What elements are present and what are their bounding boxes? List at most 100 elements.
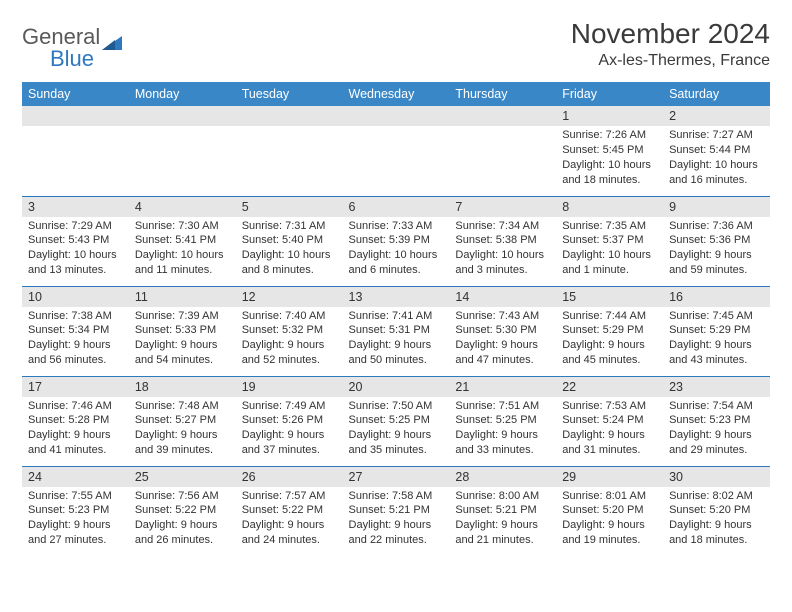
sunrise-text: Sunrise: 8:00 AM: [455, 489, 550, 504]
sunset-text: Sunset: 5:21 PM: [455, 503, 550, 518]
calendar-day-cell: [129, 106, 236, 196]
page-subtitle: Ax-les-Thermes, France: [571, 52, 770, 70]
sunset-text: Sunset: 5:30 PM: [455, 323, 550, 338]
sunset-text: Sunset: 5:41 PM: [135, 233, 230, 248]
sunrise-text: Sunrise: 7:38 AM: [28, 309, 123, 324]
sunset-text: Sunset: 5:38 PM: [455, 233, 550, 248]
logo-triangle-icon: [102, 34, 122, 50]
sunset-text: Sunset: 5:43 PM: [28, 233, 123, 248]
day-number: 5: [236, 197, 343, 217]
day-details: Sunrise: 7:43 AMSunset: 5:30 PMDaylight:…: [449, 307, 556, 372]
sunrise-text: Sunrise: 7:49 AM: [242, 399, 337, 414]
day-number: 6: [343, 197, 450, 217]
day-details: Sunrise: 7:45 AMSunset: 5:29 PMDaylight:…: [663, 307, 770, 372]
day-number: 16: [663, 287, 770, 307]
sunset-text: Sunset: 5:33 PM: [135, 323, 230, 338]
weekday-header: Sunday: [22, 82, 129, 106]
sunrise-text: Sunrise: 7:43 AM: [455, 309, 550, 324]
calendar-day-cell: 14Sunrise: 7:43 AMSunset: 5:30 PMDayligh…: [449, 286, 556, 376]
sunrise-text: Sunrise: 7:46 AM: [28, 399, 123, 414]
sunrise-text: Sunrise: 7:34 AM: [455, 219, 550, 234]
day-details: [449, 126, 556, 132]
day-details: Sunrise: 7:27 AMSunset: 5:44 PMDaylight:…: [663, 126, 770, 191]
calendar-week-row: 17Sunrise: 7:46 AMSunset: 5:28 PMDayligh…: [22, 376, 770, 466]
calendar-day-cell: 9Sunrise: 7:36 AMSunset: 5:36 PMDaylight…: [663, 196, 770, 286]
title-block: November 2024 Ax-les-Thermes, France: [571, 18, 770, 70]
sunset-text: Sunset: 5:32 PM: [242, 323, 337, 338]
day-number: 2: [663, 106, 770, 126]
calendar-day-cell: 16Sunrise: 7:45 AMSunset: 5:29 PMDayligh…: [663, 286, 770, 376]
sunrise-text: Sunrise: 7:26 AM: [562, 128, 657, 143]
calendar-day-cell: 22Sunrise: 7:53 AMSunset: 5:24 PMDayligh…: [556, 376, 663, 466]
calendar-day-cell: 27Sunrise: 7:58 AMSunset: 5:21 PMDayligh…: [343, 466, 450, 556]
daylight-text: Daylight: 9 hours and 54 minutes.: [135, 338, 230, 368]
day-details: Sunrise: 8:00 AMSunset: 5:21 PMDaylight:…: [449, 487, 556, 552]
day-details: Sunrise: 7:29 AMSunset: 5:43 PMDaylight:…: [22, 217, 129, 282]
sunrise-text: Sunrise: 7:54 AM: [669, 399, 764, 414]
sunset-text: Sunset: 5:36 PM: [669, 233, 764, 248]
day-number: 23: [663, 377, 770, 397]
day-details: [129, 126, 236, 132]
daylight-text: Daylight: 9 hours and 19 minutes.: [562, 518, 657, 548]
daylight-text: Daylight: 9 hours and 50 minutes.: [349, 338, 444, 368]
day-number: 29: [556, 467, 663, 487]
calendar-day-cell: 1Sunrise: 7:26 AMSunset: 5:45 PMDaylight…: [556, 106, 663, 196]
calendar-week-row: 1Sunrise: 7:26 AMSunset: 5:45 PMDaylight…: [22, 106, 770, 196]
day-number: 21: [449, 377, 556, 397]
daylight-text: Daylight: 10 hours and 16 minutes.: [669, 158, 764, 188]
day-number: 11: [129, 287, 236, 307]
day-number: 3: [22, 197, 129, 217]
sunrise-text: Sunrise: 7:33 AM: [349, 219, 444, 234]
day-details: Sunrise: 7:34 AMSunset: 5:38 PMDaylight:…: [449, 217, 556, 282]
sunset-text: Sunset: 5:37 PM: [562, 233, 657, 248]
page-header: General Blue November 2024 Ax-les-Therme…: [22, 18, 770, 72]
day-number: 12: [236, 287, 343, 307]
day-number: 19: [236, 377, 343, 397]
sunrise-text: Sunrise: 7:39 AM: [135, 309, 230, 324]
sunset-text: Sunset: 5:39 PM: [349, 233, 444, 248]
sunrise-text: Sunrise: 7:44 AM: [562, 309, 657, 324]
sunset-text: Sunset: 5:25 PM: [455, 413, 550, 428]
day-details: Sunrise: 7:41 AMSunset: 5:31 PMDaylight:…: [343, 307, 450, 372]
sunrise-text: Sunrise: 7:51 AM: [455, 399, 550, 414]
calendar-day-cell: 23Sunrise: 7:54 AMSunset: 5:23 PMDayligh…: [663, 376, 770, 466]
weekday-header: Wednesday: [343, 82, 450, 106]
day-details: Sunrise: 7:55 AMSunset: 5:23 PMDaylight:…: [22, 487, 129, 552]
calendar-day-cell: [236, 106, 343, 196]
day-details: Sunrise: 7:51 AMSunset: 5:25 PMDaylight:…: [449, 397, 556, 462]
daylight-text: Daylight: 9 hours and 56 minutes.: [28, 338, 123, 368]
day-number: 17: [22, 377, 129, 397]
calendar-day-cell: 29Sunrise: 8:01 AMSunset: 5:20 PMDayligh…: [556, 466, 663, 556]
day-number: [236, 106, 343, 126]
sunset-text: Sunset: 5:20 PM: [562, 503, 657, 518]
calendar-day-cell: 15Sunrise: 7:44 AMSunset: 5:29 PMDayligh…: [556, 286, 663, 376]
daylight-text: Daylight: 10 hours and 11 minutes.: [135, 248, 230, 278]
daylight-text: Daylight: 9 hours and 21 minutes.: [455, 518, 550, 548]
calendar-day-cell: [343, 106, 450, 196]
day-number: [449, 106, 556, 126]
calendar-week-row: 10Sunrise: 7:38 AMSunset: 5:34 PMDayligh…: [22, 286, 770, 376]
sunrise-text: Sunrise: 7:53 AM: [562, 399, 657, 414]
day-number: 7: [449, 197, 556, 217]
page-title: November 2024: [571, 18, 770, 50]
sunset-text: Sunset: 5:28 PM: [28, 413, 123, 428]
day-number: 24: [22, 467, 129, 487]
day-number: 9: [663, 197, 770, 217]
calendar-day-cell: 10Sunrise: 7:38 AMSunset: 5:34 PMDayligh…: [22, 286, 129, 376]
daylight-text: Daylight: 9 hours and 52 minutes.: [242, 338, 337, 368]
day-details: Sunrise: 7:40 AMSunset: 5:32 PMDaylight:…: [236, 307, 343, 372]
weekday-header: Monday: [129, 82, 236, 106]
calendar-day-cell: 3Sunrise: 7:29 AMSunset: 5:43 PMDaylight…: [22, 196, 129, 286]
day-details: Sunrise: 7:57 AMSunset: 5:22 PMDaylight:…: [236, 487, 343, 552]
sunset-text: Sunset: 5:23 PM: [28, 503, 123, 518]
calendar-day-cell: 21Sunrise: 7:51 AMSunset: 5:25 PMDayligh…: [449, 376, 556, 466]
calendar-day-cell: 5Sunrise: 7:31 AMSunset: 5:40 PMDaylight…: [236, 196, 343, 286]
sunrise-text: Sunrise: 8:02 AM: [669, 489, 764, 504]
sunrise-text: Sunrise: 7:57 AM: [242, 489, 337, 504]
day-details: [236, 126, 343, 132]
day-details: Sunrise: 7:58 AMSunset: 5:21 PMDaylight:…: [343, 487, 450, 552]
day-details: Sunrise: 7:49 AMSunset: 5:26 PMDaylight:…: [236, 397, 343, 462]
calendar-day-cell: 24Sunrise: 7:55 AMSunset: 5:23 PMDayligh…: [22, 466, 129, 556]
calendar-day-cell: 11 Sunrise: 7:39 AMSunset: 5:33 PMDayligh…: [129, 286, 236, 376]
day-details: Sunrise: 7:44 AMSunset: 5:29 PMDaylight:…: [556, 307, 663, 372]
